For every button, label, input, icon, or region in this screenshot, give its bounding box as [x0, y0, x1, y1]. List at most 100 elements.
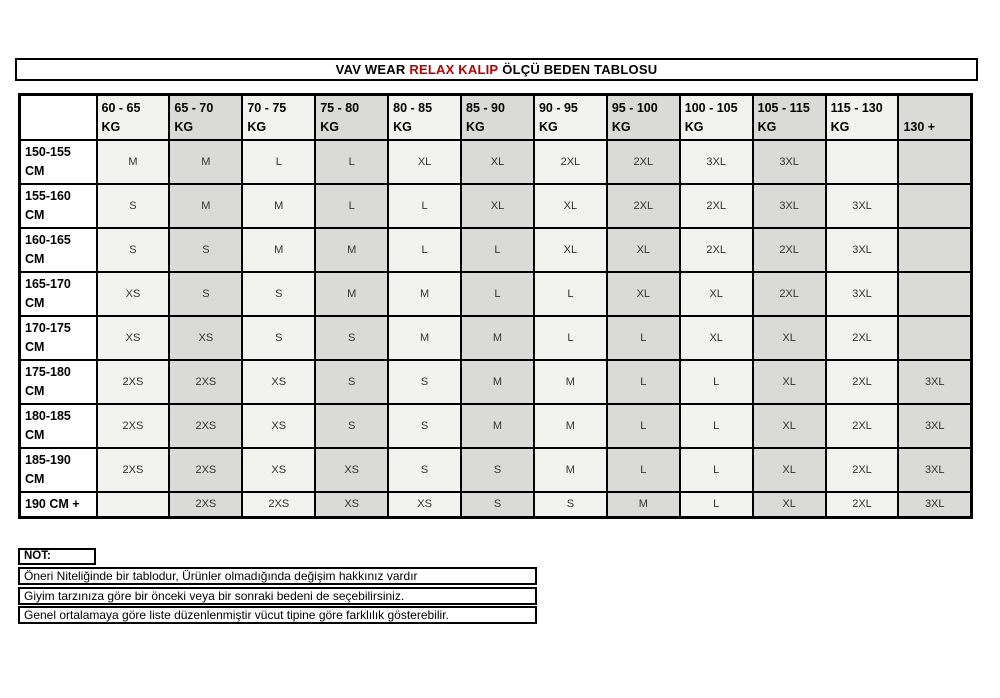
col-header-95-100: 95 - 100 KG: [605, 93, 681, 141]
size-cell: M: [387, 314, 463, 361]
size-cell: XS: [168, 314, 244, 361]
title-prefix: VAV WEAR: [335, 62, 406, 77]
size-cell: S: [460, 490, 535, 519]
row-header-170-175: 170-175 CM: [18, 314, 98, 361]
size-cell: M: [168, 182, 244, 229]
size-cell: [897, 314, 973, 361]
size-cell: XL: [532, 182, 608, 229]
size-cell: S: [387, 446, 463, 493]
col-header-100-105: 100 - 105 KG: [678, 93, 754, 141]
table-row: 165-170 CM XS S S M M L L XL XL 2XL 3XL: [18, 270, 973, 317]
size-cell: 3XL: [897, 446, 973, 493]
col-header-105-115: 105 - 115 KG: [751, 93, 827, 141]
size-cell: L: [314, 182, 390, 229]
size-cell: 2XL: [824, 314, 900, 361]
col-header-80-85: 80 - 85 KG: [387, 93, 463, 141]
size-cell: S: [314, 314, 390, 361]
size-cell: XL: [460, 182, 535, 229]
size-cell: L: [678, 490, 754, 519]
note-line-2: Giyim tarzınıza göre bir önceki veya bir…: [18, 587, 537, 605]
size-cell: L: [605, 402, 681, 449]
size-cell: 2XS: [168, 446, 244, 493]
size-cell: 3XL: [751, 182, 827, 229]
col-header-70-75: 70 - 75 KG: [241, 93, 317, 141]
size-cell: 3XL: [897, 358, 973, 405]
size-cell: XS: [95, 270, 171, 317]
size-cell: M: [460, 402, 535, 449]
size-cell: XL: [751, 446, 827, 493]
size-cell: S: [532, 490, 608, 519]
size-cell: M: [460, 314, 535, 361]
size-cell: XS: [95, 314, 171, 361]
size-cell: XL: [751, 402, 827, 449]
size-cell: S: [95, 182, 171, 229]
size-cell: 2XS: [168, 358, 244, 405]
size-cell: L: [605, 446, 681, 493]
col-header-115-130: 115 - 130 KG: [824, 93, 900, 141]
note-line-1: Öneri Niteliğinde bir tablodur, Ürünler …: [18, 567, 537, 585]
size-cell: XL: [605, 226, 681, 273]
size-cell: 3XL: [824, 182, 900, 229]
size-cell: 2XL: [605, 138, 681, 185]
size-cell: 2XL: [532, 138, 608, 185]
size-cell: L: [605, 314, 681, 361]
size-cell: XL: [460, 138, 535, 185]
col-header-60-65: 60 - 65 KG: [95, 93, 171, 141]
table-row: 150-155 CM M M L L XL XL 2XL 2XL 3XL 3XL: [18, 138, 973, 185]
notes-label-box: NOT:: [18, 548, 96, 565]
size-cell: XL: [751, 490, 827, 519]
title-highlight: RELAX KALIP: [409, 62, 499, 77]
size-cell: M: [241, 226, 317, 273]
size-cell: L: [460, 226, 535, 273]
size-cell: 2XL: [824, 446, 900, 493]
size-cell: M: [532, 358, 608, 405]
size-cell: L: [387, 226, 463, 273]
table-row: 180-185 CM 2XS 2XS XS S S M M L L XL 2XL 3XL: [18, 402, 973, 449]
size-cell: M: [168, 138, 244, 185]
size-table-container: 60 - 65 KG 65 - 70 KG 70 - 75 KG 75 - 80 KG 80 -…: [18, 93, 973, 519]
col-header-85-90: 85 - 90 KG: [460, 93, 535, 141]
size-cell: S: [460, 446, 535, 493]
size-cell: L: [532, 270, 608, 317]
note-line-3: Genel ortalamaya göre liste düzenlenmişt…: [18, 606, 537, 624]
size-cell: M: [460, 358, 535, 405]
size-cell: L: [532, 314, 608, 361]
size-cell: M: [605, 490, 681, 519]
size-cell: S: [241, 314, 317, 361]
notes-label: NOT:: [24, 550, 51, 562]
size-cell: 3XL: [824, 270, 900, 317]
size-cell: [897, 270, 973, 317]
size-cell: 2XL: [751, 270, 827, 317]
row-header-150-155: 150-155 CM: [18, 138, 98, 185]
size-cell: S: [314, 402, 390, 449]
size-cell: S: [241, 270, 317, 317]
size-cell: S: [95, 226, 171, 273]
size-cell: L: [387, 182, 463, 229]
size-cell: S: [314, 358, 390, 405]
size-cell: [824, 138, 900, 185]
table-row: 155-160 CM S M M L L XL XL 2XL 2XL 3XL 3XL: [18, 182, 973, 229]
col-header-90-95: 90 - 95 KG: [532, 93, 608, 141]
size-cell: 3XL: [897, 402, 973, 449]
col-header-65-70: 65 - 70 KG: [168, 93, 244, 141]
size-cell: 2XS: [241, 490, 317, 519]
size-cell: XS: [241, 358, 317, 405]
size-cell: 3XL: [897, 490, 973, 519]
title-suffix: ÖLÇÜ BEDEN TABLOSU: [502, 62, 658, 77]
size-cell: L: [678, 358, 754, 405]
size-cell: XS: [387, 490, 463, 519]
size-cell: 2XL: [824, 402, 900, 449]
size-cell: 2XS: [95, 358, 171, 405]
size-cell: L: [605, 358, 681, 405]
size-table: 60 - 65 KG 65 - 70 KG 70 - 75 KG 75 - 80 KG 80 -…: [18, 93, 973, 519]
size-cell: XL: [678, 270, 754, 317]
size-cell: 2XS: [168, 402, 244, 449]
size-cell: XS: [314, 446, 390, 493]
size-cell: XL: [387, 138, 463, 185]
col-header-75-80: 75 - 80 KG: [314, 93, 390, 141]
size-cell: 3XL: [824, 226, 900, 273]
row-header-155-160: 155-160 CM: [18, 182, 98, 229]
size-cell: L: [460, 270, 535, 317]
size-cell: 2XL: [605, 182, 681, 229]
row-header-180-185: 180-185 CM: [18, 402, 98, 449]
